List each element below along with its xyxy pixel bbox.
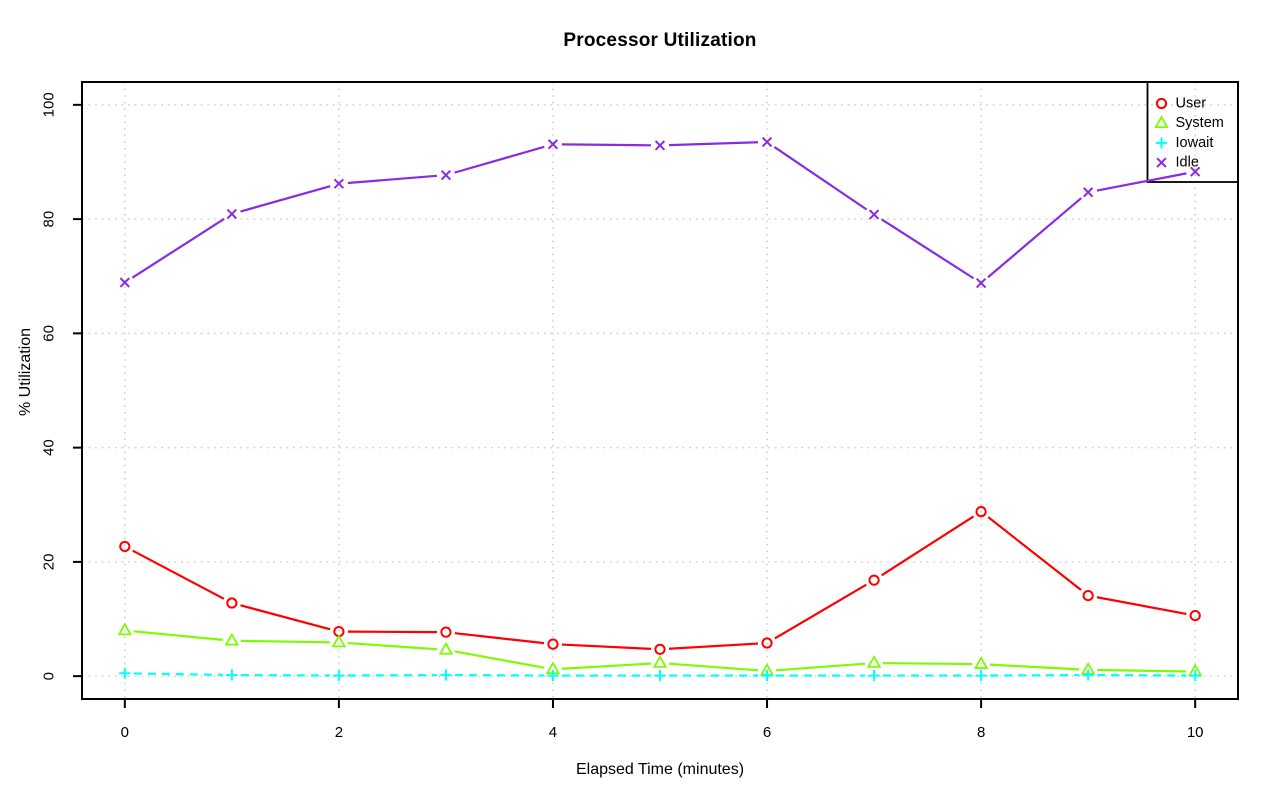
circle-marker-icon <box>120 542 129 551</box>
triangle-marker-icon <box>1156 117 1167 127</box>
line-segment <box>774 147 866 209</box>
line-segment <box>134 673 223 674</box>
x-marker-icon <box>870 210 879 219</box>
grid-layer: 0 20 40 60 80 100 0 2 4 6 8 10 <box>41 82 1239 741</box>
line-segment <box>1097 670 1186 671</box>
chart-title: Processor Utilization <box>82 30 1238 52</box>
x-marker-icon <box>763 138 772 147</box>
legend-label: User <box>1176 96 1207 112</box>
circle-marker-icon <box>1191 611 1200 620</box>
triangle-marker-icon <box>333 636 344 646</box>
line-segment <box>134 631 223 640</box>
x-tick-label: 8 <box>977 724 985 741</box>
x-tick-label: 10 <box>1187 724 1204 741</box>
y-tick-label: 80 <box>41 211 58 228</box>
line-segment <box>990 665 1079 670</box>
line-segment <box>455 651 544 667</box>
line-segment <box>348 643 437 649</box>
series-user-markers <box>120 507 1200 654</box>
legend-label: System <box>1176 115 1224 131</box>
circle-marker-icon <box>655 645 664 654</box>
line-segment <box>776 664 865 671</box>
triangle-marker-icon <box>868 657 879 667</box>
y-tick-label: 0 <box>41 672 58 680</box>
legend-entry-user: User <box>1157 96 1206 112</box>
x-marker-icon <box>1157 158 1166 167</box>
x-axis-label: Elapsed Time (minutes) <box>82 761 1238 779</box>
x-marker-icon <box>1084 188 1093 197</box>
x-marker-icon <box>442 171 451 180</box>
line-segment <box>988 198 1081 277</box>
line-segment <box>241 641 330 642</box>
circle-marker-icon <box>227 598 236 607</box>
x-tick-label: 2 <box>335 724 343 741</box>
x-tick-label: 4 <box>549 724 557 741</box>
plus-marker-icon <box>1156 137 1167 148</box>
x-marker-icon <box>227 210 236 219</box>
line-segment <box>882 516 974 575</box>
plus-marker-icon <box>226 669 237 680</box>
line-segment <box>562 664 651 669</box>
plus-marker-icon <box>868 670 879 681</box>
y-tick-label: 40 <box>41 439 58 456</box>
triangle-marker-icon <box>226 635 237 645</box>
line-segment <box>882 219 974 278</box>
y-tick-label: 60 <box>41 325 58 342</box>
y-axis-label: % Utilization <box>17 328 35 416</box>
series-user-line <box>133 516 1187 648</box>
line-segment <box>455 147 545 173</box>
plus-marker-icon <box>654 670 665 681</box>
line-segment <box>133 551 224 599</box>
line-segment <box>455 633 544 643</box>
plus-marker-icon <box>976 670 987 681</box>
plus-marker-icon <box>333 670 344 681</box>
legend-entry-iowait: Iowait <box>1156 135 1213 151</box>
plot-border <box>82 82 1238 699</box>
line-segment <box>669 664 758 671</box>
line-segment <box>775 585 867 639</box>
plus-marker-icon <box>440 669 451 680</box>
legend-label: Iowait <box>1176 135 1214 151</box>
triangle-marker-icon <box>119 624 130 634</box>
line-segment <box>241 186 331 211</box>
line-segment <box>883 663 972 664</box>
circle-marker-icon <box>1157 99 1166 108</box>
line-segment <box>669 142 758 145</box>
series-idle-markers <box>120 138 1199 288</box>
x-tick-label: 6 <box>763 724 771 741</box>
line-segment <box>669 644 758 649</box>
line-segment <box>132 219 224 278</box>
x-marker-icon <box>656 141 665 150</box>
legend-entry-system: System <box>1156 115 1224 131</box>
series-system-line <box>134 631 1186 671</box>
circle-marker-icon <box>1084 591 1093 600</box>
x-marker-icon <box>334 179 343 188</box>
series-idle-line <box>132 142 1186 278</box>
line-segment <box>562 645 651 649</box>
y-tick-label: 20 <box>41 554 58 571</box>
y-tick-label: 100 <box>41 92 58 117</box>
line-segment <box>988 517 1081 590</box>
legend-label: Idle <box>1176 155 1199 171</box>
circle-marker-icon <box>869 576 878 585</box>
line-segment <box>562 144 651 145</box>
x-tick-label: 0 <box>121 724 129 741</box>
legend: User System Iowait Idle <box>1148 82 1239 182</box>
x-marker-icon <box>120 278 129 287</box>
circle-marker-icon <box>441 628 450 637</box>
triangle-marker-icon <box>440 644 451 654</box>
line-segment <box>241 605 331 629</box>
line-segment <box>1097 597 1186 614</box>
line-segment <box>348 176 437 183</box>
x-marker-icon <box>549 140 558 149</box>
plus-marker-icon <box>119 668 130 679</box>
triangle-marker-icon <box>654 657 665 667</box>
